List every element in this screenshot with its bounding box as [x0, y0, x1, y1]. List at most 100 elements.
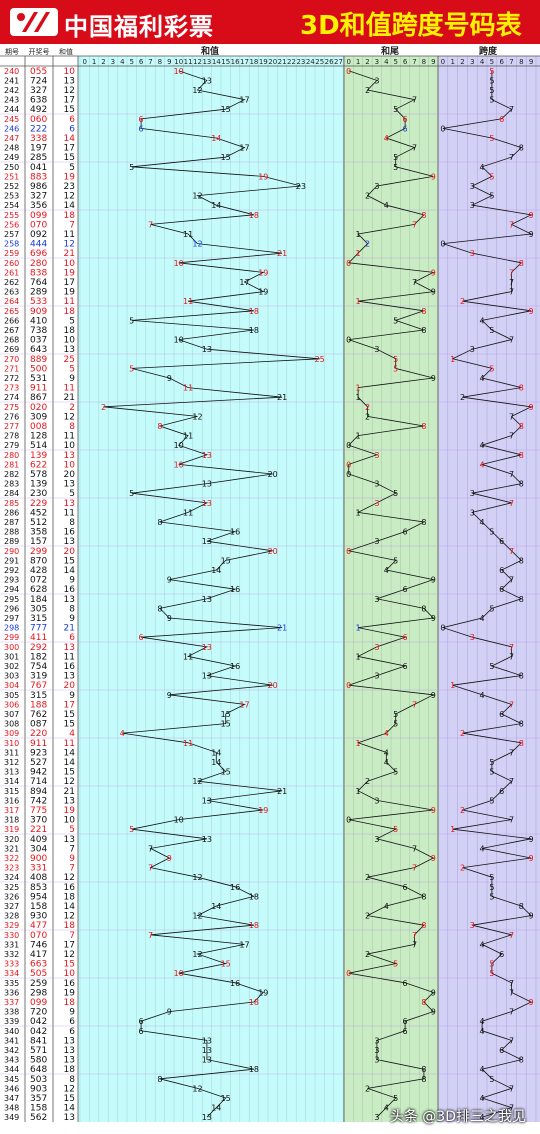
period-cell: 283 — [4, 480, 19, 489]
sum-value-cell: 8 — [69, 1075, 75, 1085]
sum-value-cell: 11 — [64, 432, 75, 442]
number-cell: 764 — [30, 278, 47, 288]
sum-value-cell: 13 — [64, 1046, 75, 1056]
sum-value-cell: 6 — [69, 124, 75, 134]
span-axis-label: 3 — [470, 58, 474, 66]
tail-point: 3 — [374, 643, 379, 652]
sum-value-cell: 16 — [64, 979, 76, 989]
sum-point: 12 — [192, 873, 202, 882]
period-cell: 286 — [4, 508, 19, 517]
span-point: 5 — [489, 86, 494, 95]
sum-point: 10 — [174, 336, 184, 345]
tail-point: 9 — [431, 1008, 436, 1017]
sum-value-cell: 13 — [64, 451, 75, 461]
sum-value-cell: 13 — [64, 76, 75, 86]
span-point: 4 — [480, 1094, 485, 1103]
number-cell: 894 — [30, 787, 47, 797]
period-cell: 343 — [4, 1056, 19, 1065]
span-point: 0 — [440, 124, 445, 133]
tail-point: 8 — [421, 307, 426, 316]
period-cell: 247 — [4, 134, 19, 143]
tail-point: 8 — [421, 892, 426, 901]
number-cell: 292 — [30, 643, 47, 653]
span-point: 5 — [489, 883, 494, 892]
sum-point: 13 — [202, 835, 212, 844]
period-cell: 266 — [4, 316, 19, 325]
span-point: 7 — [509, 1104, 514, 1113]
period-cell: 295 — [4, 595, 19, 604]
tail-point: 2 — [365, 240, 370, 249]
span-point: 6 — [499, 950, 504, 959]
period-cell: 310 — [4, 739, 19, 748]
sum-value-cell: 6 — [69, 1017, 75, 1027]
number-cell: 285 — [30, 153, 47, 163]
period-cell: 269 — [4, 345, 19, 354]
tail-point: 1 — [356, 652, 361, 661]
span-point: 9 — [529, 998, 534, 1007]
tail-point: 8 — [421, 998, 426, 1007]
sum-point: 5 — [129, 163, 134, 172]
span-axis-label: 9 — [529, 58, 533, 66]
sum-value-cell: 5 — [69, 163, 75, 173]
sum-axis-label: 0 — [82, 58, 86, 66]
number-cell: 986 — [30, 182, 47, 192]
span-point: 7 — [509, 412, 514, 421]
span-point: 7 — [509, 979, 514, 988]
period-cell: 250 — [4, 163, 19, 172]
tail-point: 7 — [412, 844, 417, 853]
number-cell: 055 — [30, 67, 47, 77]
span-point: 7 — [509, 153, 514, 162]
tail-point: 8 — [421, 1065, 426, 1074]
sum-value-cell: 16 — [64, 883, 76, 893]
sum-axis-label: 15 — [221, 58, 230, 66]
sum-value-cell: 9 — [69, 614, 75, 624]
span-point: 4 — [480, 441, 485, 450]
span-point: 7 — [509, 1008, 514, 1017]
sum-value-cell: 6 — [69, 633, 75, 643]
sum-point: 11 — [183, 384, 193, 393]
tail-axis-label: 2 — [365, 58, 369, 66]
sum-point: 13 — [202, 595, 212, 604]
span-point: 7 — [509, 643, 514, 652]
span-point: 4 — [480, 1017, 485, 1026]
span-point: 8 — [519, 1056, 524, 1065]
sum-value-cell: 6 — [69, 115, 75, 125]
sum-value-cell: 16 — [64, 585, 76, 595]
period-cell: 289 — [4, 537, 19, 546]
sum-point: 15 — [221, 710, 231, 719]
tail-point: 5 — [393, 153, 398, 162]
tail-point: 9 — [431, 288, 436, 297]
number-cell: 309 — [30, 412, 47, 422]
span-point: 4 — [480, 316, 485, 325]
tail-point: 7 — [412, 220, 417, 229]
period-cell: 249 — [4, 153, 19, 162]
period-cell: 288 — [4, 528, 19, 537]
span-point: 5 — [489, 758, 494, 767]
period-cell: 242 — [4, 86, 19, 95]
sum-point: 13 — [202, 1113, 212, 1122]
number-cell: 578 — [30, 470, 47, 480]
number-cell: 775 — [30, 806, 47, 816]
tail-point: 5 — [393, 105, 398, 114]
tail-point: 5 — [393, 489, 398, 498]
sum-axis-label: 2 — [101, 58, 105, 66]
number-cell: 299 — [30, 547, 47, 557]
sum-value-cell: 2 — [69, 403, 75, 413]
sum-point: 13 — [202, 1056, 212, 1065]
number-cell: 930 — [30, 912, 47, 922]
number-cell: 042 — [30, 1027, 47, 1037]
sum-value-cell: 12 — [64, 240, 75, 250]
sum-value-cell: 15 — [64, 1094, 75, 1104]
number-cell: 230 — [30, 489, 47, 499]
sum-axis-label: 27 — [334, 58, 343, 66]
period-cell: 253 — [4, 192, 19, 201]
number-cell: 531 — [30, 374, 47, 384]
sum-axis-label: 23 — [296, 58, 305, 66]
span-point: 9 — [529, 230, 534, 239]
span-point: 4 — [480, 163, 485, 172]
sum-point: 18 — [249, 1065, 259, 1074]
sum-point: 9 — [167, 374, 172, 383]
sum-value-cell: 17 — [64, 96, 75, 106]
number-cell: 571 — [30, 1046, 47, 1056]
sum-span-table: 期号 开奖号 和值 和值 和尾 跨度0 1 2 3 4 5 6 7 8 9 10 11 12 13 14 15 16 17 1… — [0, 45, 540, 1123]
